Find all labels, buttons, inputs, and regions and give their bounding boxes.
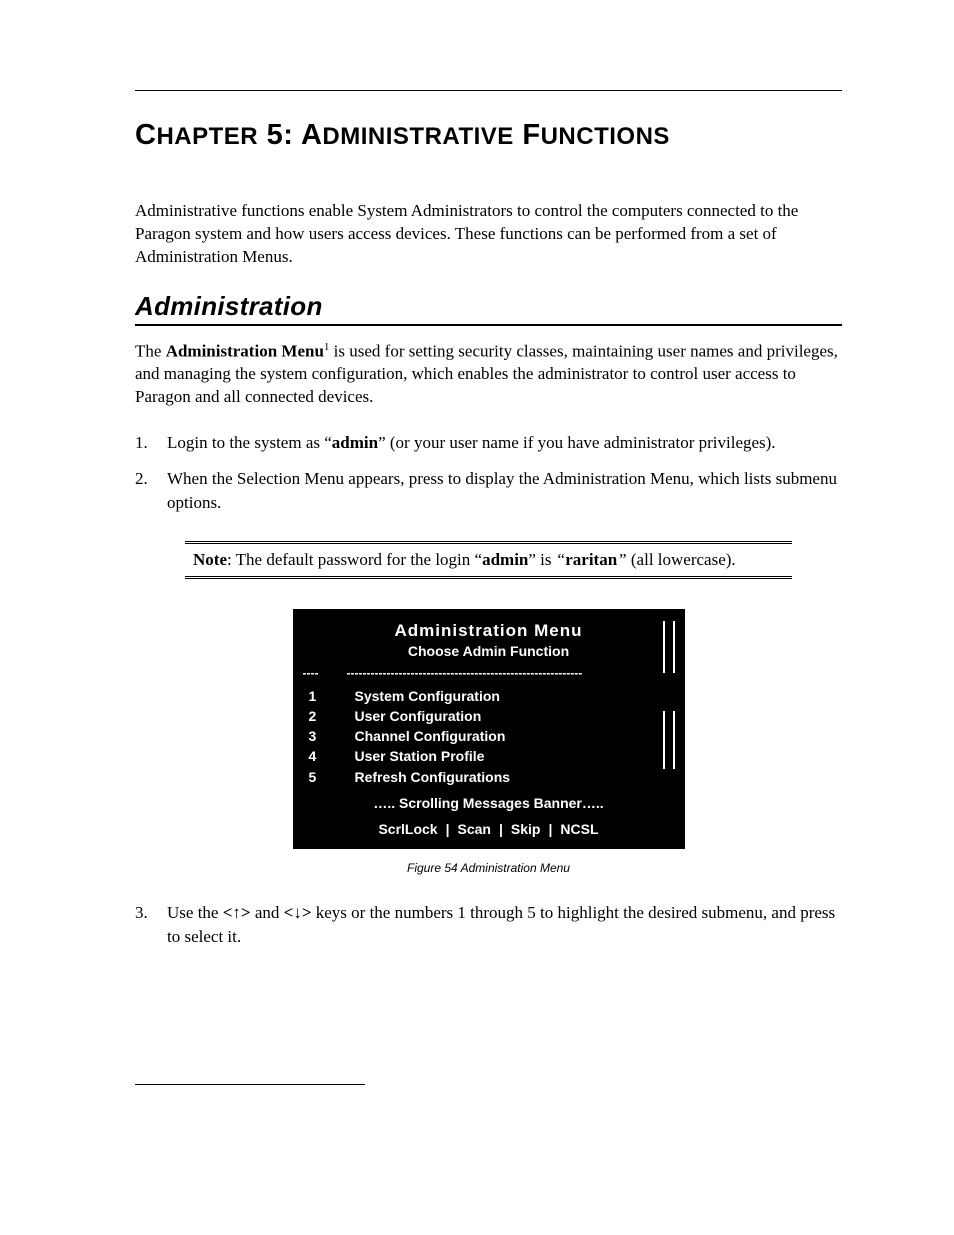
terminal-item-label: System Configuration: [355, 686, 685, 706]
terminal-footer-token: |: [446, 821, 450, 837]
terminal-menu-item: 3Channel Configuration: [293, 726, 685, 746]
terminal-footer: ScrlLock | Scan | Skip | NCSL: [293, 821, 685, 839]
terminal-footer-token: ScrlLock: [378, 821, 437, 837]
vbar: [673, 711, 675, 769]
step-item: 3.Use the <↑> and <↓> keys or the number…: [135, 901, 842, 949]
terminal-dashline: ---- -----------------------------------…: [293, 659, 685, 682]
vbar: [663, 711, 665, 769]
dash-left: ----: [303, 666, 327, 680]
section-title: Administration: [135, 291, 842, 326]
note-box: Note: The default password for the login…: [185, 541, 792, 579]
terminal-item-label: Refresh Configurations: [355, 767, 685, 787]
step-text: Use the <↑> and <↓> keys or the numbers …: [167, 901, 842, 949]
terminal-item-number: 2: [293, 706, 355, 726]
terminal-item-number: 4: [293, 746, 355, 766]
decorative-bars-top: [663, 621, 675, 673]
step-number: 2.: [135, 467, 167, 515]
vbar: [663, 621, 665, 673]
dash-right: ----------------------------------------…: [347, 666, 583, 680]
terminal-title: Administration Menu: [293, 621, 685, 641]
terminal-item-label: User Configuration: [355, 706, 685, 726]
terminal-item-number: 3: [293, 726, 355, 746]
terminal-footer-token: NCSL: [560, 821, 598, 837]
terminal-item-label: User Station Profile: [355, 746, 685, 766]
chapter-title-text: CHAPTER 5: ADMINISTRATIVE FUNCTIONS: [135, 119, 670, 151]
terminal-item-number: 1: [293, 686, 355, 706]
header-rule: [135, 90, 842, 91]
terminal-subtitle: Choose Admin Function: [293, 643, 685, 659]
terminal-footer-token: |: [499, 821, 503, 837]
chapter-title: CHAPTER 5: ADMINISTRATIVE FUNCTIONS: [135, 119, 842, 152]
admin-menu-terminal: Administration Menu Choose Admin Functio…: [293, 609, 685, 849]
decorative-bars-mid: [663, 711, 675, 769]
terminal-footer-token: Scan: [458, 821, 491, 837]
terminal-banner: ….. Scrolling Messages Banner…..: [293, 793, 685, 821]
terminal-footer-token: Skip: [511, 821, 541, 837]
steps-list-1: 1.Login to the system as “admin” (or you…: [135, 431, 842, 514]
step-item: 1.Login to the system as “admin” (or you…: [135, 431, 842, 455]
footnote-rule: [135, 1084, 365, 1085]
page: CHAPTER 5: ADMINISTRATIVE FUNCTIONS Admi…: [0, 0, 954, 949]
terminal-menu-item: 4User Station Profile: [293, 746, 685, 766]
step-number: 3.: [135, 901, 167, 949]
step-item: 2.When the Selection Menu appears, press…: [135, 467, 842, 515]
admin-paragraph: The Administration Menu1 is used for set…: [135, 340, 842, 409]
terminal-item-label: Channel Configuration: [355, 726, 685, 746]
terminal-items: 1System Configuration2User Configuration…: [293, 682, 685, 793]
figure-caption: Figure 54 Administration Menu: [135, 861, 842, 875]
terminal-menu-item: 2User Configuration: [293, 706, 685, 726]
vbar: [673, 621, 675, 673]
terminal-item-number: 5: [293, 767, 355, 787]
note-text: Note: The default password for the login…: [193, 550, 784, 570]
intro-paragraph: Administrative functions enable System A…: [135, 200, 842, 269]
terminal-menu-item: 5Refresh Configurations: [293, 767, 685, 787]
terminal-menu-item: 1System Configuration: [293, 686, 685, 706]
steps-list-2: 3.Use the <↑> and <↓> keys or the number…: [135, 901, 842, 949]
step-text: When the Selection Menu appears, press t…: [167, 467, 842, 515]
step-number: 1.: [135, 431, 167, 455]
terminal-wrap: Administration Menu Choose Admin Functio…: [135, 609, 842, 849]
terminal-footer-token: |: [548, 821, 552, 837]
step-text: Login to the system as “admin” (or your …: [167, 431, 842, 455]
